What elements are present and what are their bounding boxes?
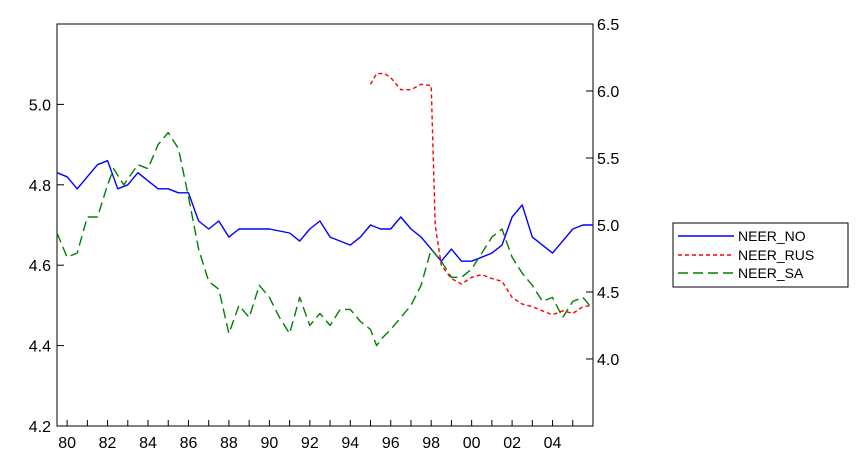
plot-frame <box>56 23 594 427</box>
series-line-neer-no <box>56 159 593 262</box>
legend-label-neer-no: NEER_NO <box>738 228 806 244</box>
x-tick-label: 92 <box>301 435 319 452</box>
x-tick-label: 90 <box>260 435 278 452</box>
left-tick-label: 4.8 <box>29 178 51 195</box>
legend-label-neer-sa: NEER_SA <box>738 265 804 281</box>
series-layer <box>56 72 594 347</box>
x-tick-label: 94 <box>341 435 359 452</box>
legend: NEER_NO NEER_RUS NEER_SA <box>672 222 849 288</box>
x-tick-label: 86 <box>180 435 198 452</box>
right-tick-label: 5.5 <box>597 151 619 168</box>
x-tick-label: 00 <box>463 435 481 452</box>
x-axis: 80 82 84 86 88 90 92 94 96 98 00 02 04 <box>58 420 594 452</box>
right-tick-label: 6.0 <box>597 84 619 101</box>
x-tick-label: 02 <box>503 435 521 452</box>
x-tick-label: 88 <box>220 435 238 452</box>
right-tick-label: 4.5 <box>597 285 619 302</box>
legend-label-neer-rus: NEER_RUS <box>738 247 814 263</box>
left-tick-label: 4.2 <box>29 419 51 436</box>
right-tick-label: 5.0 <box>597 218 619 235</box>
x-tick-label: 96 <box>382 435 400 452</box>
series-line-neer-sa <box>56 131 594 347</box>
left-y-axis: 4.2 4.4 4.6 4.8 5.0 <box>29 97 64 436</box>
x-tick-label: 04 <box>544 435 562 452</box>
left-tick-label: 4.4 <box>29 339 51 356</box>
right-tick-label: 6.5 <box>597 17 619 34</box>
right-tick-label: 4.0 <box>597 352 619 369</box>
x-tick-label: 80 <box>58 435 76 452</box>
x-tick-label: 98 <box>422 435 440 452</box>
x-tick-label: 82 <box>99 435 117 452</box>
right-y-axis: 4.0 4.5 5.0 5.5 6.0 6.5 <box>586 17 619 369</box>
left-tick-label: 4.6 <box>29 258 51 275</box>
left-tick-label: 5.0 <box>29 97 51 114</box>
x-tick-label: 84 <box>139 435 157 452</box>
series-line-neer-rus <box>369 72 594 316</box>
